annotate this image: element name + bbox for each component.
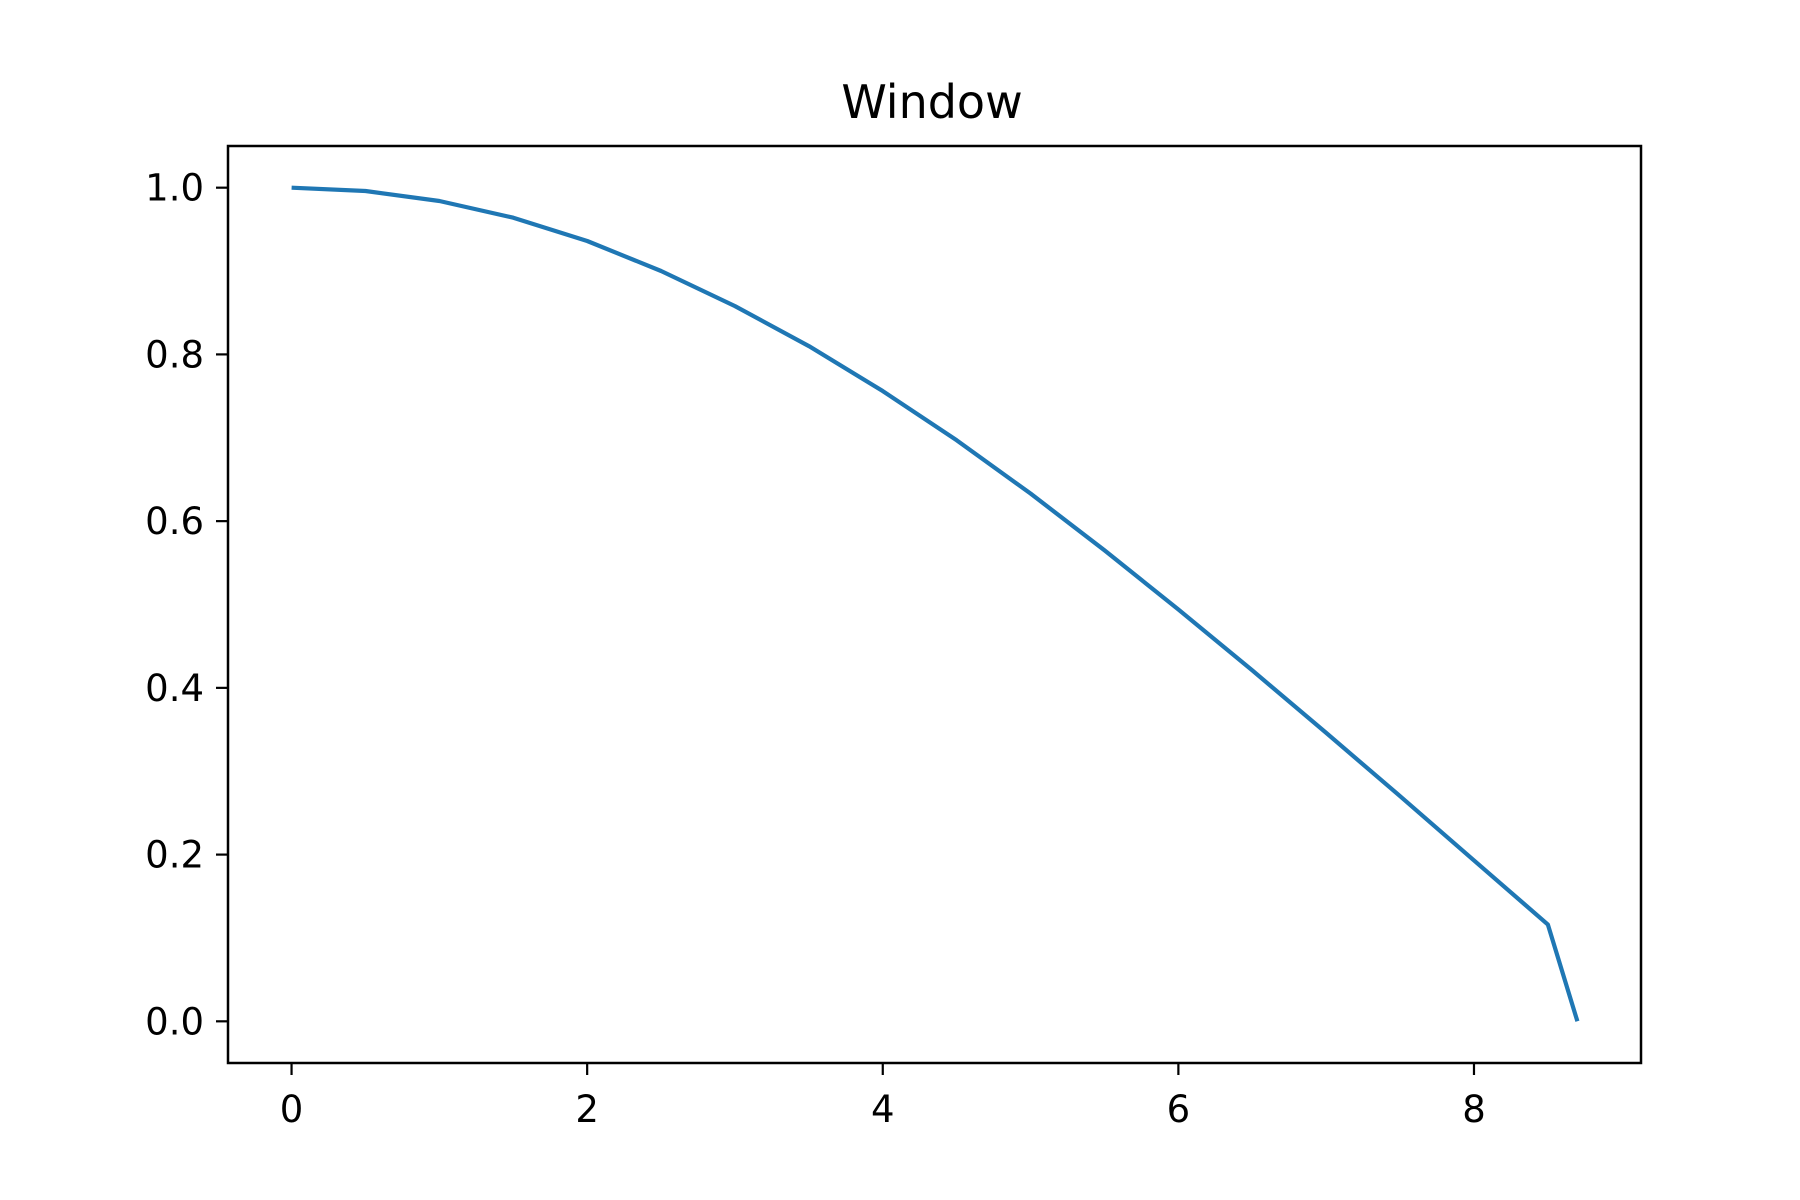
- x-tick-label: 8: [1462, 1088, 1486, 1131]
- chart-title: Window: [841, 75, 1022, 129]
- plot-frame: [226, 144, 1643, 1065]
- plot-area: [291, 185, 1580, 1022]
- y-axis: 0.0 0.2 0.4 0.6 0.8 1.0: [145, 167, 228, 1043]
- x-tick-label: 4: [871, 1088, 895, 1131]
- y-tick-label: 1.0: [145, 167, 204, 210]
- x-tick-label: 2: [575, 1088, 599, 1131]
- x-tick-label: 6: [1167, 1088, 1191, 1131]
- series-line: [291, 185, 1580, 1022]
- y-tick-label: 0.6: [145, 500, 204, 543]
- y-tick-label: 0.4: [145, 667, 204, 710]
- x-axis: 0 2 4 6 8: [280, 1063, 1486, 1131]
- y-tick-label: 0.8: [145, 333, 204, 376]
- y-tick-label: 0.0: [145, 1000, 204, 1043]
- y-tick-label: 0.2: [145, 834, 204, 877]
- x-tick-label: 0: [280, 1088, 304, 1131]
